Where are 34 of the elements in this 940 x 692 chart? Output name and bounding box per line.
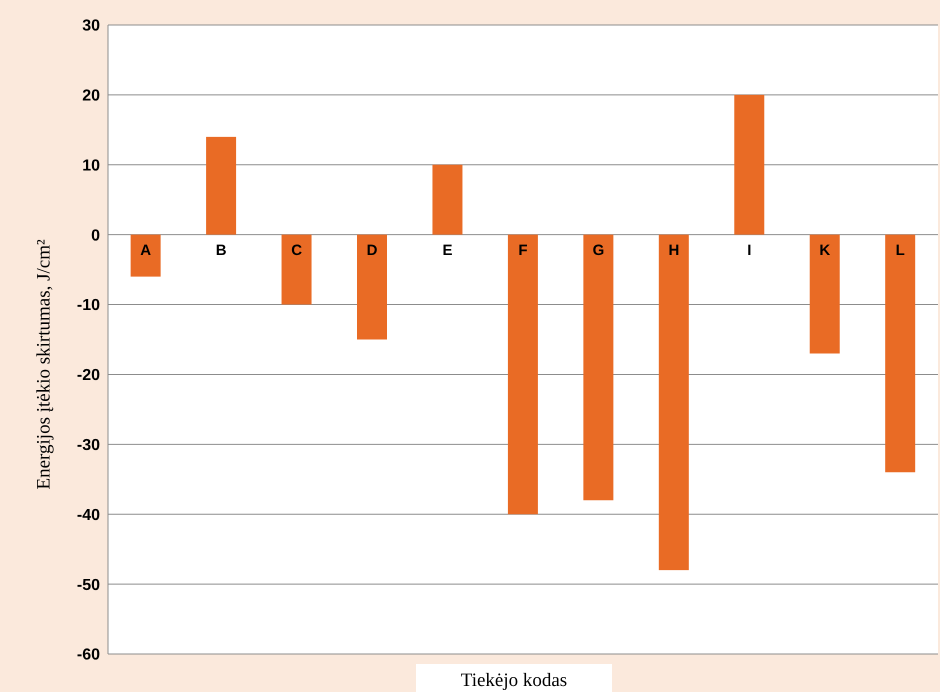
x-tick-label: D xyxy=(366,242,378,259)
bar xyxy=(130,234,161,277)
x-tick-label: H xyxy=(668,242,680,259)
bar xyxy=(810,234,840,354)
y-tick-label: 20 xyxy=(82,88,100,105)
x-axis-title: Tiekėjo kodas xyxy=(416,664,612,692)
x-tick-label: I xyxy=(747,242,752,259)
bar xyxy=(508,234,538,514)
y-tick-label: -10 xyxy=(76,297,100,314)
y-tick-label: -40 xyxy=(76,506,100,524)
y-tick-label: 30 xyxy=(82,18,100,35)
y-tick-label: -20 xyxy=(76,367,100,384)
bar xyxy=(357,234,387,340)
bar xyxy=(734,94,764,235)
y-axis-title: Energijos įtėkio skirtumas, J/cm² xyxy=(34,238,55,490)
x-tick-label: F xyxy=(518,242,528,259)
bar xyxy=(282,234,312,305)
bar xyxy=(658,234,689,570)
x-tick-label: B xyxy=(216,242,227,259)
x-tick-label: K xyxy=(819,242,830,259)
x-tick-label: C xyxy=(291,242,302,259)
y-tick-label: -50 xyxy=(76,576,100,594)
y-tick-label: 10 xyxy=(82,157,100,174)
bar xyxy=(206,136,236,235)
y-tick-label: 0 xyxy=(91,227,100,244)
x-tick-label: A xyxy=(140,242,152,259)
y-tick-label: -30 xyxy=(76,437,100,454)
x-tick-label: G xyxy=(592,242,604,259)
y-tick-label: -60 xyxy=(76,646,100,664)
bar xyxy=(885,234,916,472)
x-tick-label: L xyxy=(896,242,905,259)
x-tick-label: E xyxy=(442,242,453,259)
bar xyxy=(583,234,614,500)
bar xyxy=(432,164,462,235)
